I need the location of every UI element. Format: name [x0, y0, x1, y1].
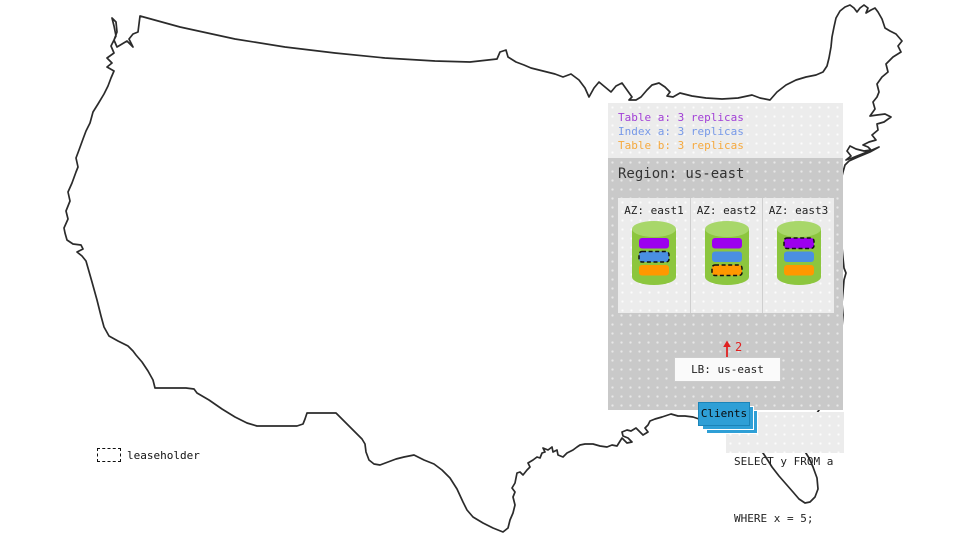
- clients-box: Clients: [698, 402, 750, 426]
- region-overlay-panel: Table a: 3 replicas Index a: 3 replicas …: [608, 103, 843, 434]
- database-cylinder-east2: [704, 221, 749, 285]
- legend-item-table-b: Table b: 3 replicas: [618, 139, 744, 152]
- az-label-east2: AZ: east2: [696, 204, 757, 217]
- az-column-east2: AZ: east2: [690, 198, 762, 313]
- region-box: Region: us-east AZ: east1 AZ: east2: [608, 158, 843, 434]
- sql-query-line-1: SELECT y FROM a: [734, 455, 834, 468]
- hop-count-label: 2: [735, 340, 743, 354]
- replica-bar-table-a: [711, 238, 742, 249]
- region-title: Region: us-east: [618, 166, 745, 182]
- leaseholder-swatch-icon: [97, 448, 121, 462]
- database-cylinder-east1: [632, 221, 676, 285]
- replica-bar-index-a: [783, 251, 814, 262]
- leaseholder-key-label: leaseholder: [127, 448, 200, 462]
- az-label-east1: AZ: east1: [624, 204, 684, 217]
- replica-bar-table-b: [783, 265, 814, 276]
- database-cylinder-east3: [776, 221, 821, 285]
- az-container: AZ: east1 AZ: east2: [618, 198, 834, 313]
- query-routing-arrow-icon: [722, 340, 732, 358]
- clients-stack: Clients: [698, 402, 760, 436]
- replica-legend: Table a: 3 replicas Index a: 3 replicas …: [608, 103, 843, 158]
- load-balancer-box: LB: us-east: [674, 357, 781, 382]
- leaseholder-key: leaseholder: [97, 448, 200, 462]
- legend-item-table-a: Table a: 3 replicas: [618, 111, 744, 124]
- legend-item-index-a: Index a: 3 replicas: [618, 125, 744, 138]
- sql-query-line-2: WHERE x = 5;: [734, 512, 814, 525]
- replica-bar-index-a: [638, 250, 670, 263]
- replica-bar-table-a: [639, 238, 669, 249]
- replica-bar-table-a: [782, 237, 815, 250]
- replica-bar-index-a: [711, 251, 742, 262]
- az-column-east3: AZ: east3: [762, 198, 834, 313]
- replica-bar-table-b: [710, 264, 743, 277]
- replica-bar-table-b: [639, 265, 669, 276]
- az-label-east3: AZ: east3: [768, 204, 829, 217]
- az-column-east1: AZ: east1: [618, 198, 690, 313]
